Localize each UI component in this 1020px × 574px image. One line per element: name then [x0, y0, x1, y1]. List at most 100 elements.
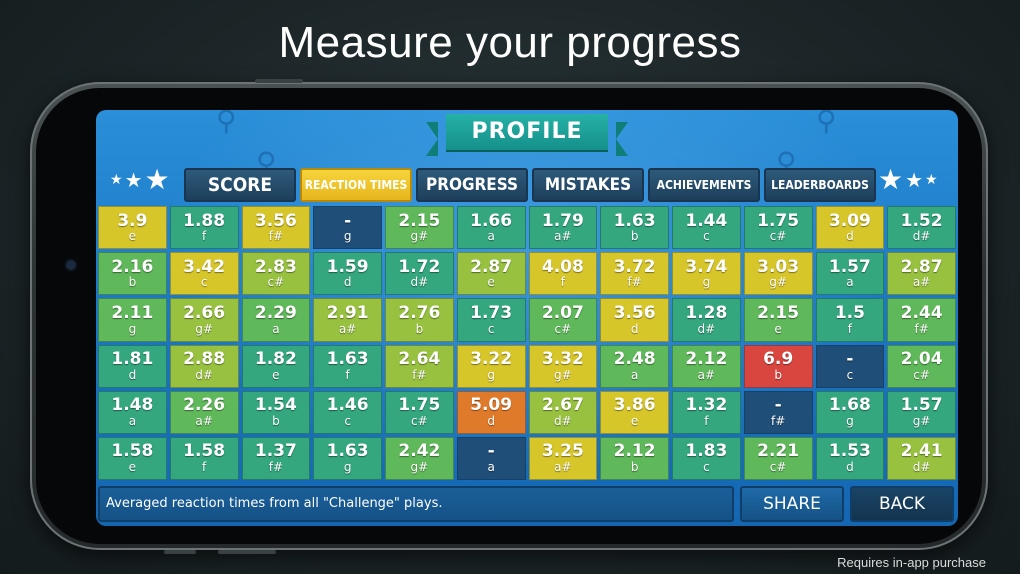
grid-cell: 2.29 a: [241, 298, 311, 342]
tab-progress[interactable]: PROGRESS: [416, 168, 528, 202]
cell-note: b: [415, 321, 424, 336]
cell-value: -: [344, 210, 352, 231]
tab-achievements[interactable]: ACHIEVEMENTS: [648, 168, 760, 202]
grid-cell: 3.74 g: [672, 252, 741, 296]
cell-value: 1.54: [254, 395, 297, 416]
cell-note: d: [128, 367, 137, 382]
cell-note: a: [487, 229, 495, 244]
grid-cell: 2.76 b: [385, 298, 454, 342]
grid-cell: 2.44 f#: [887, 298, 956, 342]
cell-value: 5.09: [470, 395, 513, 416]
cell-value: 3.09: [828, 210, 871, 231]
cell-note: g: [343, 460, 352, 475]
cell-note: c: [487, 321, 495, 336]
grid-cell: 2.41 d#: [887, 436, 956, 480]
grid-cell: 5.09 d: [456, 390, 526, 434]
grid-cell: 2.83 c#: [241, 252, 311, 296]
cell-note: c#: [913, 367, 930, 382]
grid-cell: -a: [456, 436, 526, 480]
cell-note: d#: [697, 321, 716, 336]
cell-note: g: [343, 229, 352, 244]
grid-cell: 1.81 d: [98, 344, 167, 388]
star-icon: ★: [905, 168, 924, 192]
cell-note: a#: [554, 460, 572, 475]
cell-value: 2.15: [398, 210, 441, 231]
cell-note: f#: [412, 367, 427, 382]
cell-note: d#: [410, 275, 429, 290]
grid-cell: 2.04 c#: [887, 344, 956, 388]
cell-note: e: [774, 321, 782, 336]
cell-note: e: [630, 413, 639, 428]
grid-cell: 2.64 f#: [385, 344, 454, 388]
cell-note: b: [272, 413, 280, 428]
cell-value: 2.48: [613, 349, 656, 370]
star-icon: ★: [124, 168, 143, 192]
cell-value: 2.67: [541, 395, 584, 416]
cell-value: 1.44: [685, 210, 728, 231]
grid-cell: - f#: [743, 390, 813, 434]
grid-cell: 2.88 d#: [169, 344, 239, 388]
grid-cell: 1.79 a#: [528, 206, 598, 250]
cell-value: 2.07: [541, 302, 584, 323]
grid-cell: 1.37 f#: [241, 436, 311, 480]
share-button[interactable]: SHARE: [740, 486, 844, 522]
grid-cell: 1.58 e: [98, 436, 167, 480]
cell-note: c#: [554, 321, 572, 336]
grid-cell: 3.9 e: [98, 206, 167, 250]
cell-note: c: [703, 229, 710, 244]
star-icon: ★: [878, 163, 904, 196]
cell-note: c: [703, 460, 710, 475]
cell-value: 2.42: [398, 441, 441, 462]
grid-cell: 3.22 g: [456, 344, 526, 388]
grid-cell: 3.03 g#: [743, 252, 813, 296]
cell-note: a: [128, 413, 137, 428]
phone-side-button-right: [218, 550, 276, 554]
grid-cell: 2.11 g: [98, 298, 167, 342]
cell-value: 2.83: [254, 256, 297, 277]
grid-cell: 2.67 d#: [528, 390, 598, 434]
cell-value: 2.11: [111, 302, 154, 323]
cell-value: -: [846, 349, 854, 370]
stars-left: ★ ★ ★: [110, 166, 170, 194]
grid-cell: 3.56 f#: [241, 206, 311, 250]
cell-note: a#: [912, 275, 931, 290]
grid-cell: 1.63 g: [313, 436, 382, 480]
cell-note: a#: [697, 367, 716, 382]
grid-cell: 1.53 d: [815, 436, 885, 480]
cell-note: b: [774, 367, 782, 382]
back-button[interactable]: BACK: [850, 486, 954, 522]
cell-note: a#: [554, 229, 572, 244]
cell-note: g#: [410, 229, 429, 244]
cell-value: 1.63: [326, 441, 369, 462]
cell-note: b: [630, 460, 639, 475]
cell-value: 1.83: [685, 441, 728, 462]
cell-value: 1.58: [111, 441, 154, 462]
grid-cell: -c: [815, 344, 885, 388]
cell-value: 3.56: [613, 302, 656, 323]
grid-cell: 3.56 d: [600, 298, 669, 342]
grid-cell: 1.44 c: [672, 206, 741, 250]
cell-note: d#: [912, 229, 931, 244]
grid-cell: 1.75 c#: [385, 390, 454, 434]
cell-value: 3.9: [117, 210, 148, 231]
tab-leaderboards[interactable]: LEADERBOARDS: [764, 168, 876, 202]
cell-note: a#: [338, 321, 357, 336]
cell-note: f#: [914, 321, 929, 336]
cell-value: 1.72: [398, 256, 441, 277]
grid-cell: 2.12 b: [600, 436, 669, 480]
tab-reaction-times[interactable]: REACTION TIMES: [300, 168, 412, 202]
cell-value: 2.21: [757, 441, 800, 462]
cell-value: 2.91: [326, 302, 369, 323]
cell-note: g: [128, 321, 137, 336]
cell-note: d#: [195, 367, 213, 382]
cell-note: a: [630, 367, 639, 382]
grid-cell: 3.32 g#: [528, 344, 598, 388]
cell-note: g#: [912, 413, 931, 428]
tab-score[interactable]: SCORE: [184, 168, 296, 202]
reaction-times-grid: 3.9 e 1.88 f 3.56 f# - g 2.15 g# 1.66 a 1.79 a# 1.63 b 1…: [98, 206, 956, 480]
cell-value: 2.12: [685, 349, 728, 370]
tab-mistakes[interactable]: MISTAKES: [532, 168, 644, 202]
cell-value: 1.68: [828, 395, 871, 416]
cell-note: g: [702, 275, 711, 290]
cell-value: 1.46: [326, 395, 369, 416]
